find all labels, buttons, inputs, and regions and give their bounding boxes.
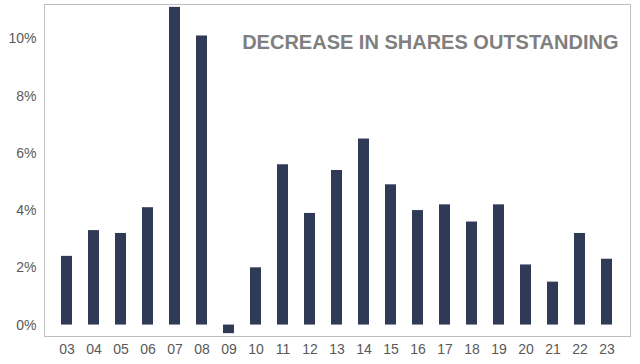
svg-text:4%: 4% <box>16 202 36 218</box>
svg-text:21: 21 <box>545 341 561 357</box>
svg-text:13: 13 <box>329 341 345 357</box>
svg-text:0%: 0% <box>16 317 36 333</box>
svg-text:18: 18 <box>464 341 480 357</box>
svg-text:03: 03 <box>59 341 75 357</box>
svg-text:14: 14 <box>356 341 372 357</box>
svg-text:16: 16 <box>410 341 426 357</box>
svg-text:07: 07 <box>167 341 183 357</box>
svg-text:6%: 6% <box>16 145 36 161</box>
svg-text:12: 12 <box>302 341 318 357</box>
svg-text:17: 17 <box>437 341 453 357</box>
svg-text:15: 15 <box>383 341 399 357</box>
svg-text:11: 11 <box>276 341 291 357</box>
svg-text:10: 10 <box>248 341 264 357</box>
svg-text:8%: 8% <box>16 88 36 104</box>
svg-text:08: 08 <box>194 341 210 357</box>
svg-text:23: 23 <box>599 341 615 357</box>
svg-text:19: 19 <box>491 341 507 357</box>
svg-text:04: 04 <box>86 341 102 357</box>
svg-text:2%: 2% <box>16 259 36 275</box>
svg-text:DECREASE IN SHARES OUTSTANDING: DECREASE IN SHARES OUTSTANDING <box>242 31 618 53</box>
svg-text:20: 20 <box>518 341 534 357</box>
svg-text:09: 09 <box>221 341 237 357</box>
svg-text:05: 05 <box>113 341 129 357</box>
svg-text:06: 06 <box>140 341 156 357</box>
svg-text:10%: 10% <box>8 30 36 46</box>
svg-text:22: 22 <box>572 341 588 357</box>
